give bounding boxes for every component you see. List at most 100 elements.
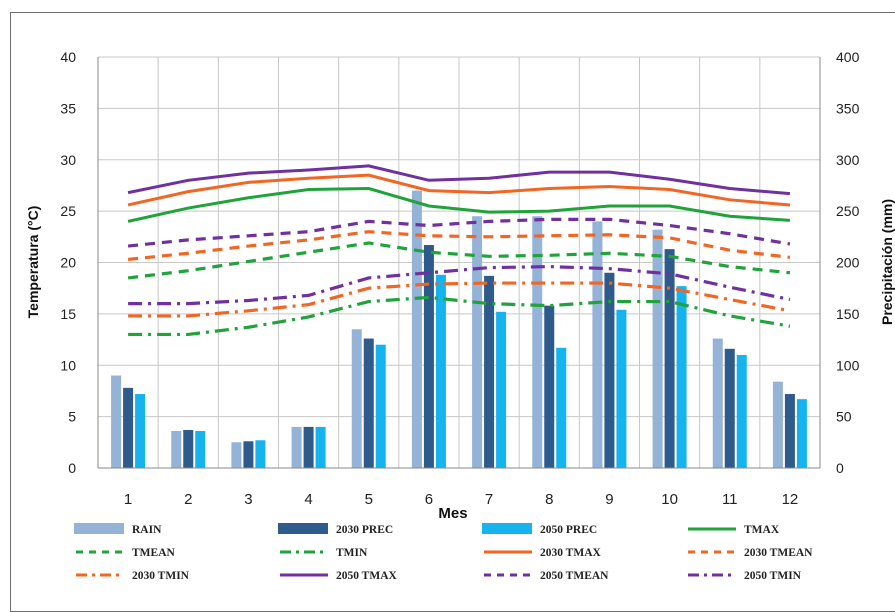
- axes: [97, 57, 821, 469]
- y2-tick-label: 200: [836, 255, 860, 271]
- legend-swatch: [74, 523, 124, 534]
- bar-2050-prec: [676, 286, 687, 468]
- bar-2030-prec: [724, 348, 735, 468]
- x-tick-label: 11: [722, 491, 738, 508]
- legend-label: TMAX: [744, 524, 780, 536]
- x-tick-label: 8: [545, 491, 553, 508]
- bar-rain: [772, 381, 783, 468]
- legend-label: 2030 TMEAN: [744, 547, 813, 559]
- bar-2050-prec: [556, 347, 567, 468]
- y2-tick-label: 250: [836, 203, 860, 219]
- line-tmin: [128, 295, 791, 337]
- x-tick-label: 7: [485, 491, 493, 508]
- bar-2050-prec: [375, 344, 386, 468]
- line-tmax: [127, 187, 791, 223]
- y-tick-label: 10: [60, 357, 76, 373]
- bar-2050-prec: [255, 440, 266, 468]
- bar-rain: [291, 426, 302, 468]
- bar-2050-prec: [435, 274, 446, 468]
- legend-label: 2050 TMEAN: [540, 570, 609, 582]
- bar-rain: [592, 221, 603, 468]
- bar-2030-prec: [544, 305, 555, 468]
- x-tick-label: 1: [124, 491, 132, 508]
- x-tick-label: 10: [661, 491, 678, 508]
- x-tick-label: 3: [244, 491, 252, 508]
- line-2030-tmean: [127, 230, 791, 262]
- legend-label: 2050 PREC: [540, 524, 597, 536]
- legend-label: TMEAN: [132, 547, 176, 559]
- bar-rain: [472, 216, 483, 468]
- y-tick-label: 5: [68, 409, 76, 425]
- bar-2050-prec: [736, 354, 747, 468]
- line-tmean: [127, 241, 791, 280]
- y-tick-label: 40: [60, 49, 76, 65]
- legend-label: 2050 TMIN: [744, 570, 802, 582]
- y-tick-label: 15: [60, 306, 76, 322]
- legend-label: 2030 TMAX: [540, 547, 601, 559]
- bar-2050-prec: [616, 309, 627, 468]
- bar-2030-prec: [484, 275, 495, 468]
- y-tick-label: 35: [60, 100, 76, 116]
- bar-2030-prec: [123, 387, 134, 468]
- y-tick-label: 0: [68, 460, 76, 476]
- bar-rain: [652, 229, 663, 468]
- legend-swatch: [278, 523, 328, 534]
- climate-chart: 0510152025303540050100150200250300350400…: [25, 49, 895, 582]
- legend-label: 2030 PREC: [336, 524, 393, 536]
- x-tick-label: 6: [425, 491, 433, 508]
- y2-tick-label: 50: [836, 409, 852, 425]
- bar-2030-prec: [363, 338, 374, 468]
- bar-2030-prec: [604, 272, 615, 468]
- y2-tick-label: 100: [836, 357, 860, 373]
- legend: RAIN 2030 PREC 2050 PREC TMAX TMEAN TMIN 2030 …: [74, 523, 813, 582]
- legend-swatch: [482, 523, 532, 534]
- y-axis-title: Temperatura (°C): [25, 206, 41, 319]
- x-tick-label: 5: [365, 491, 373, 508]
- x-tick-label: 4: [304, 491, 312, 508]
- bar-2050-prec: [195, 431, 206, 468]
- bar-2030-prec: [243, 441, 254, 468]
- x-tick-label: 2: [184, 491, 192, 508]
- precipitation-bars: [111, 190, 807, 468]
- y-tick-label: 25: [60, 203, 76, 219]
- line-2030-tmax: [127, 173, 791, 207]
- bar-2050-prec: [496, 311, 507, 468]
- bar-2030-prec: [784, 394, 795, 468]
- x-axis-title: Mes: [438, 505, 467, 522]
- bar-rain: [532, 216, 543, 468]
- bar-2050-prec: [135, 394, 146, 468]
- x-tick-label: 12: [782, 491, 799, 508]
- tick-labels: 0510152025303540050100150200250300350400…: [60, 49, 859, 508]
- bar-rain: [111, 375, 122, 468]
- bar-2030-prec: [664, 249, 675, 468]
- line-2050-tmax: [127, 164, 791, 196]
- y2-tick-label: 150: [836, 306, 860, 322]
- legend-label: TMIN: [336, 547, 368, 559]
- y2-tick-label: 350: [836, 100, 860, 116]
- bar-2030-prec: [423, 245, 434, 468]
- line-2030-tmin: [128, 281, 791, 318]
- chart-frame: [10, 12, 895, 612]
- line-2050-tmin: [128, 265, 791, 306]
- y2-tick-label: 0: [836, 460, 844, 476]
- bar-rain: [351, 329, 362, 468]
- y-tick-label: 30: [60, 152, 76, 168]
- x-tick-label: 9: [605, 491, 613, 508]
- y2-tick-label: 300: [836, 152, 860, 168]
- legend-label: 2050 TMAX: [336, 570, 397, 582]
- bar-rain: [411, 190, 422, 468]
- legend-label: RAIN: [132, 524, 162, 536]
- y2-axis-title: Precipitación (mm): [879, 199, 895, 325]
- y2-tick-label: 400: [836, 49, 860, 65]
- bar-rain: [171, 431, 182, 468]
- bar-2050-prec: [315, 426, 326, 468]
- legend-label: 2030 TMIN: [132, 570, 190, 582]
- line-2050-tmean: [127, 217, 791, 248]
- bar-rain: [712, 338, 723, 468]
- bar-2030-prec: [303, 426, 314, 468]
- temperature-lines: [127, 164, 791, 337]
- bar-2050-prec: [796, 399, 807, 468]
- y-tick-label: 20: [60, 255, 76, 271]
- bar-rain: [231, 442, 242, 468]
- bar-2030-prec: [183, 429, 194, 468]
